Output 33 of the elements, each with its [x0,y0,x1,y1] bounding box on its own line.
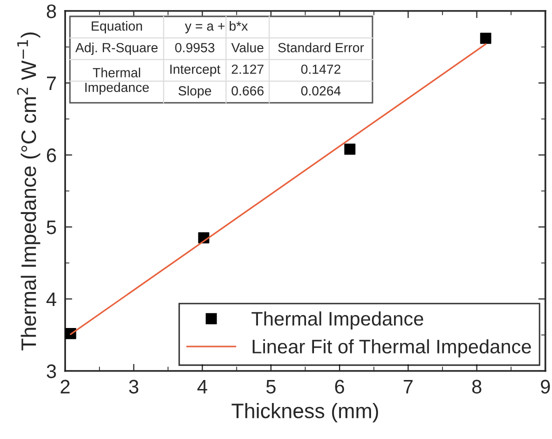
y-tick-label: 8 [46,4,56,18]
point [480,32,492,44]
x-tick-label: 4 [197,380,208,394]
point [344,144,356,155]
x-tick-label: 2 [60,380,70,394]
annotation: Adj. R-Square [75,42,158,55]
y-tick-label: 7 [46,76,56,90]
y-tick-label: 3 [46,364,56,378]
annotation: 0.666 [232,86,264,96]
y-tick-label: 6 [46,148,56,162]
annotation: Standard Error [278,42,364,52]
x-axis-title: Thickness (mm) [232,402,378,422]
legend-label: Linear Fit of Thermal Impedance [252,339,531,358]
annotation: Intercept [170,64,220,77]
y-axis-title: Thermal Impedance (°C cm$^{2}$ W$^{−1}$) [17,32,40,350]
annotation: Value [231,42,264,52]
x-tick-label: 5 [266,380,276,394]
y-tick-label: 5 [46,220,56,234]
x-tick-label: 7 [404,380,413,394]
annotation: Thermal Impedance [85,68,149,95]
annotation: 0.0264 [301,86,341,96]
y-tick-label: 4 [46,292,56,306]
x-tick-label: 8 [472,380,482,394]
legend-label: Thermal Impedance [252,311,424,330]
annotation: 0.9953 [175,42,214,52]
annotation: Equation [92,21,142,34]
annotation: 2.127 [232,64,264,74]
x-tick-label: 9 [540,380,550,394]
annotation: y = a + b*x [184,21,248,34]
annotation: Slope [178,86,212,98]
x-tick-label: 3 [129,380,138,394]
annotation: 0.1472 [301,64,340,74]
x-tick-label: 6 [335,380,344,394]
